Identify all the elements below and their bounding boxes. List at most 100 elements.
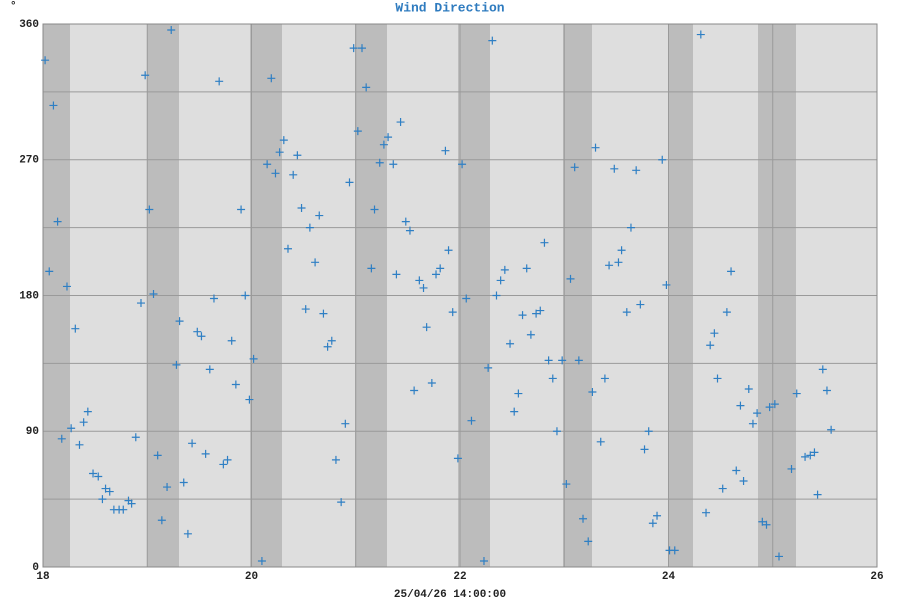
point [367, 264, 376, 273]
x-tick-label: 24 [662, 571, 676, 583]
point [392, 270, 401, 279]
point [648, 519, 657, 528]
point [94, 472, 103, 481]
point [432, 270, 441, 279]
point [319, 309, 328, 318]
point [640, 445, 649, 454]
point [45, 267, 54, 276]
point [492, 291, 501, 300]
point [617, 246, 626, 255]
point [548, 374, 557, 383]
point [644, 427, 653, 436]
point [552, 427, 561, 436]
point [579, 514, 588, 523]
point [172, 360, 181, 369]
point [710, 329, 719, 338]
point [219, 460, 228, 469]
point [370, 205, 379, 214]
point [215, 77, 224, 86]
point [632, 166, 641, 175]
point [419, 283, 428, 292]
point [131, 433, 140, 442]
point [157, 516, 166, 525]
point [488, 36, 497, 45]
point [496, 276, 505, 285]
point [188, 439, 197, 448]
y-tick-label: 360 [19, 19, 39, 31]
point [500, 265, 509, 274]
point [570, 163, 579, 172]
point [389, 160, 398, 169]
point [209, 294, 218, 303]
point [510, 407, 519, 416]
point [753, 409, 762, 418]
point [662, 280, 671, 289]
point [574, 356, 583, 365]
point [410, 386, 419, 395]
point [792, 389, 801, 398]
point [653, 511, 662, 520]
point [197, 332, 206, 341]
point [79, 418, 88, 427]
point [722, 308, 731, 317]
point [718, 484, 727, 493]
point [345, 178, 354, 187]
point [401, 217, 410, 226]
point [175, 317, 184, 326]
point [49, 101, 58, 110]
point [141, 71, 150, 80]
point [441, 146, 450, 155]
point [444, 246, 453, 255]
point [331, 455, 340, 464]
point [179, 478, 188, 487]
point [696, 30, 705, 39]
point [289, 170, 298, 179]
point [526, 330, 535, 339]
x-tick-label: 22 [453, 571, 466, 583]
point [532, 309, 541, 318]
point [584, 537, 593, 546]
y-axis-label: ° [10, 1, 17, 13]
point [323, 342, 332, 351]
point [149, 289, 158, 298]
point [223, 455, 232, 464]
point [713, 374, 722, 383]
point [53, 217, 62, 226]
point [267, 74, 276, 83]
point [453, 454, 462, 463]
point [765, 403, 774, 412]
point [231, 380, 240, 389]
point [311, 258, 320, 267]
point [448, 308, 457, 317]
point [358, 44, 367, 53]
y-tick-label: 270 [19, 155, 39, 167]
point [362, 83, 371, 92]
point [658, 155, 667, 164]
point [384, 133, 393, 142]
point [263, 160, 272, 169]
point [98, 495, 107, 504]
point [770, 400, 779, 409]
point [626, 223, 635, 232]
point [62, 282, 71, 291]
point [275, 148, 284, 157]
point [375, 158, 384, 167]
point [827, 425, 836, 434]
y-tick-label: 90 [26, 426, 39, 438]
point [305, 223, 314, 232]
point [822, 386, 831, 395]
point [249, 354, 258, 363]
point [558, 356, 567, 365]
point [136, 299, 145, 308]
point [706, 341, 715, 350]
point [163, 483, 172, 492]
point [349, 44, 358, 53]
point [636, 300, 645, 309]
point [813, 490, 822, 499]
point [379, 140, 388, 149]
point [522, 264, 531, 273]
point [245, 395, 254, 404]
point [405, 226, 414, 235]
point [327, 336, 336, 345]
